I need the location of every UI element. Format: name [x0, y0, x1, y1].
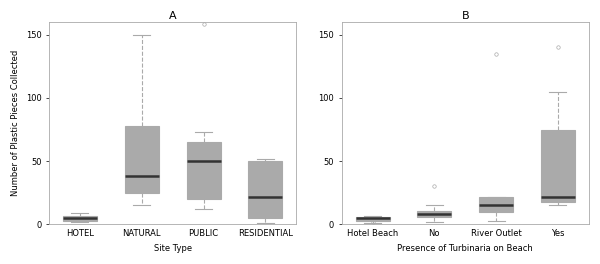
X-axis label: Site Type: Site Type	[154, 244, 192, 253]
Title: B: B	[461, 11, 469, 21]
PathPatch shape	[356, 217, 389, 221]
PathPatch shape	[248, 161, 283, 218]
PathPatch shape	[418, 211, 451, 217]
PathPatch shape	[479, 197, 513, 212]
PathPatch shape	[125, 126, 159, 193]
Y-axis label: Number of Plastic Pieces Collected: Number of Plastic Pieces Collected	[11, 50, 20, 196]
Title: A: A	[169, 11, 176, 21]
PathPatch shape	[187, 142, 221, 199]
PathPatch shape	[63, 216, 97, 221]
X-axis label: Presence of Turbinaria on Beach: Presence of Turbinaria on Beach	[397, 244, 533, 253]
PathPatch shape	[541, 130, 575, 202]
